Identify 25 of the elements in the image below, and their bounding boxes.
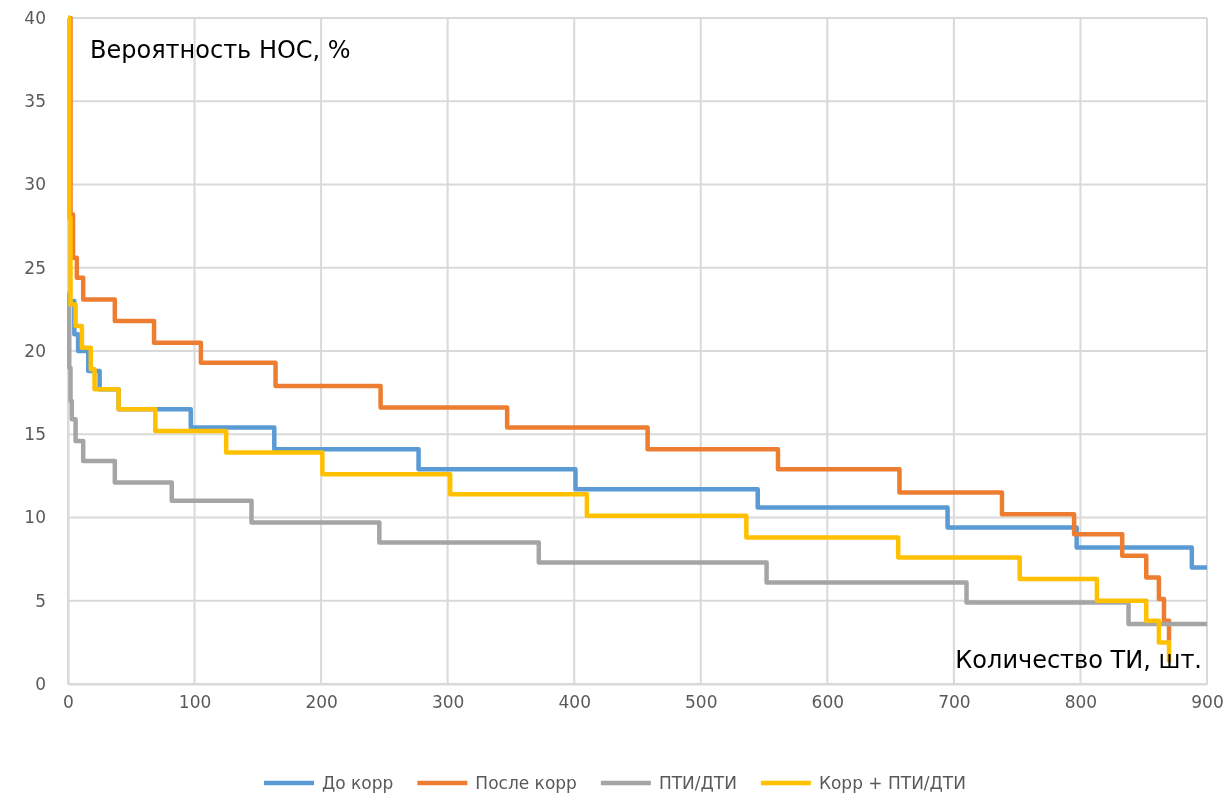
legend-label: ПТИ/ДТИ xyxy=(658,773,737,793)
x-tick-label: 300 xyxy=(431,692,465,713)
x-tick-label: 700 xyxy=(938,692,971,713)
x-tick-label: 400 xyxy=(558,692,591,713)
legend-label: Корр + ПТИ/ДТИ xyxy=(818,773,966,793)
x-tick-label: 200 xyxy=(305,692,338,713)
x-tick-label: 100 xyxy=(178,692,212,713)
y-tick-label: 15 xyxy=(24,424,46,445)
x-tick-label: 500 xyxy=(685,692,718,713)
legend-label: До корр xyxy=(322,773,394,793)
x-tick-label: 600 xyxy=(811,692,845,713)
y-tick-label: 25 xyxy=(24,257,46,278)
y-tick-label: 35 xyxy=(24,91,46,112)
y-tick-label: 20 xyxy=(24,340,46,361)
y-tick-label: 0 xyxy=(35,673,46,694)
legend-label: После корр xyxy=(475,773,577,793)
y-tick-label: 10 xyxy=(24,507,46,528)
x-axis-title: Количество ТИ, шт. xyxy=(955,646,1202,674)
x-tick-label: 800 xyxy=(1064,692,1098,713)
y-tick-label: 5 xyxy=(35,590,46,611)
y-tick-label: 40 xyxy=(24,7,46,28)
x-tick-label: 900 xyxy=(1191,692,1224,713)
x-tick-label: 0 xyxy=(63,692,74,713)
y-axis-title: Вероятность НОС, % xyxy=(90,36,351,64)
y-tick-label: 30 xyxy=(24,174,46,195)
